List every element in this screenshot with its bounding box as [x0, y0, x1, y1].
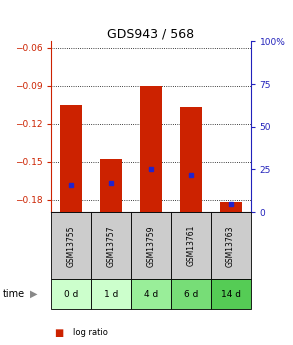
Bar: [140, 86, 162, 212]
Text: GSM13759: GSM13759: [146, 225, 155, 267]
Text: log ratio: log ratio: [73, 328, 108, 337]
Text: GSM13763: GSM13763: [226, 225, 235, 267]
Bar: [180, 107, 202, 212]
Text: 14 d: 14 d: [221, 289, 241, 299]
Title: GDS943 / 568: GDS943 / 568: [107, 27, 195, 40]
Bar: [60, 105, 82, 212]
Bar: [220, 202, 241, 212]
Text: 0 d: 0 d: [64, 289, 79, 299]
Text: time: time: [3, 289, 25, 299]
Text: ■: ■: [54, 328, 64, 338]
Text: ▶: ▶: [30, 289, 38, 299]
Text: GSM13755: GSM13755: [67, 225, 76, 267]
Text: GSM13757: GSM13757: [107, 225, 115, 267]
Text: GSM13761: GSM13761: [186, 225, 195, 266]
Text: 6 d: 6 d: [183, 289, 198, 299]
Text: 1 d: 1 d: [104, 289, 118, 299]
Text: 4 d: 4 d: [144, 289, 158, 299]
Bar: [100, 159, 122, 212]
